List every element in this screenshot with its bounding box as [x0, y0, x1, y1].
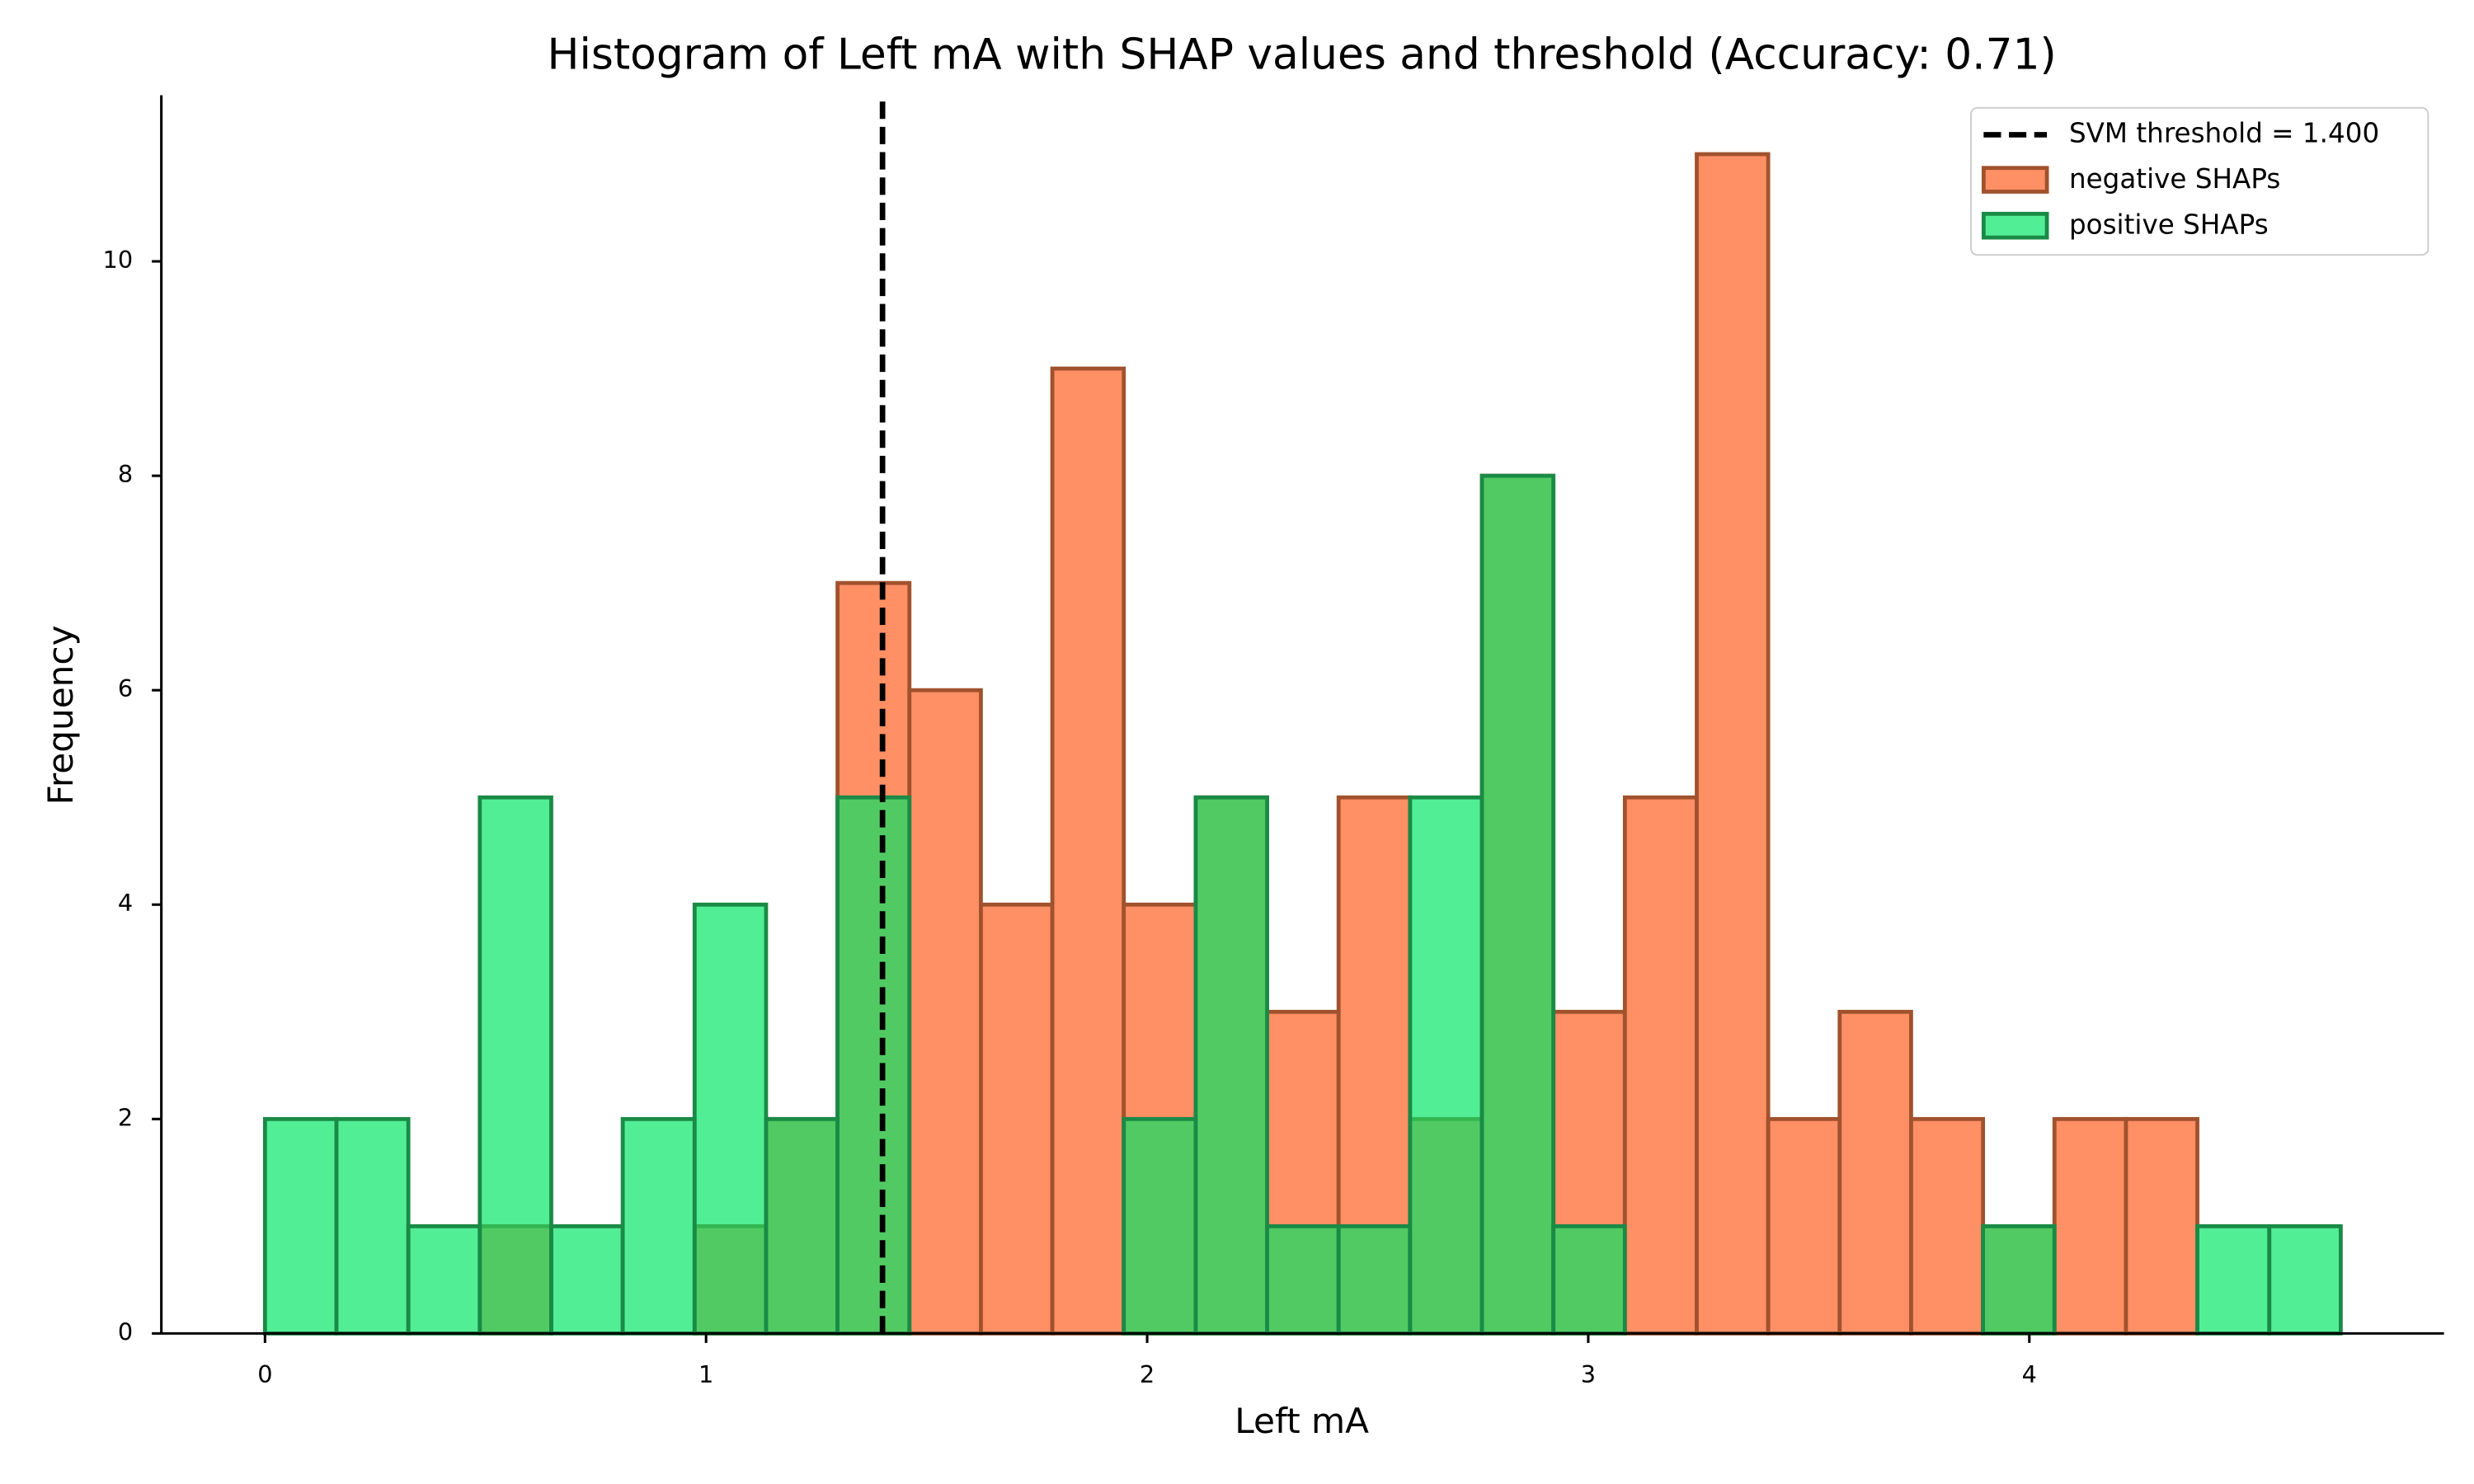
- legend-label: negative SHAPs: [2069, 163, 2280, 195]
- legend-key: [1981, 211, 2049, 240]
- bar: [764, 1116, 840, 1336]
- bar: [1408, 795, 1484, 1336]
- bar: [907, 688, 983, 1336]
- y-tick-label: 0: [118, 1317, 133, 1345]
- bar: [2052, 1116, 2128, 1336]
- bar: [979, 902, 1055, 1336]
- bar: [549, 1223, 625, 1336]
- bar: [2195, 1223, 2272, 1336]
- y-axis-label: Frequency: [40, 625, 81, 805]
- bar: [1622, 795, 1699, 1336]
- bar: [334, 1116, 411, 1336]
- bar: [1837, 1009, 1913, 1336]
- bar: [1050, 366, 1126, 1336]
- bar: [1909, 1116, 1986, 1336]
- x-tick-label: 2: [1140, 1360, 1155, 1388]
- x-tick-label: 1: [698, 1360, 713, 1388]
- bar: [1336, 1223, 1413, 1336]
- bar: [2124, 1116, 2199, 1336]
- bar: [1766, 1116, 1842, 1336]
- bar: [406, 1223, 482, 1336]
- chart-title: Histogram of Left mA with SHAP values an…: [548, 30, 2057, 79]
- y-tick-label: 10: [103, 246, 134, 274]
- legend-label: SVM threshold = 1.400: [2069, 117, 2379, 148]
- bar: [262, 1116, 339, 1336]
- y-tick-label: 6: [118, 674, 133, 702]
- bar: [620, 1116, 697, 1336]
- y-tick-label: 4: [118, 889, 133, 917]
- bar: [477, 795, 553, 1336]
- x-axis-label: Left mA: [1235, 1401, 1369, 1441]
- x-tick-label: 0: [257, 1360, 272, 1388]
- bar: [1981, 1223, 2057, 1336]
- bar: [1122, 1116, 1198, 1336]
- bar: [1551, 1223, 1627, 1336]
- bar: [1265, 1223, 1341, 1336]
- legend-box: [1970, 106, 2429, 256]
- y-tick-label: 2: [118, 1103, 133, 1131]
- y-tick-label: 8: [118, 460, 133, 488]
- x-tick-label: 4: [2022, 1360, 2037, 1388]
- bar: [1193, 795, 1269, 1336]
- x-tick-label: 3: [1581, 1360, 1596, 1388]
- legend-label: positive SHAPs: [2069, 209, 2269, 241]
- bar: [1695, 152, 1771, 1336]
- bar: [835, 795, 912, 1336]
- bar: [1479, 473, 1556, 1336]
- bar: [692, 902, 769, 1336]
- bar: [2267, 1223, 2343, 1336]
- legend-key: [1981, 166, 2049, 194]
